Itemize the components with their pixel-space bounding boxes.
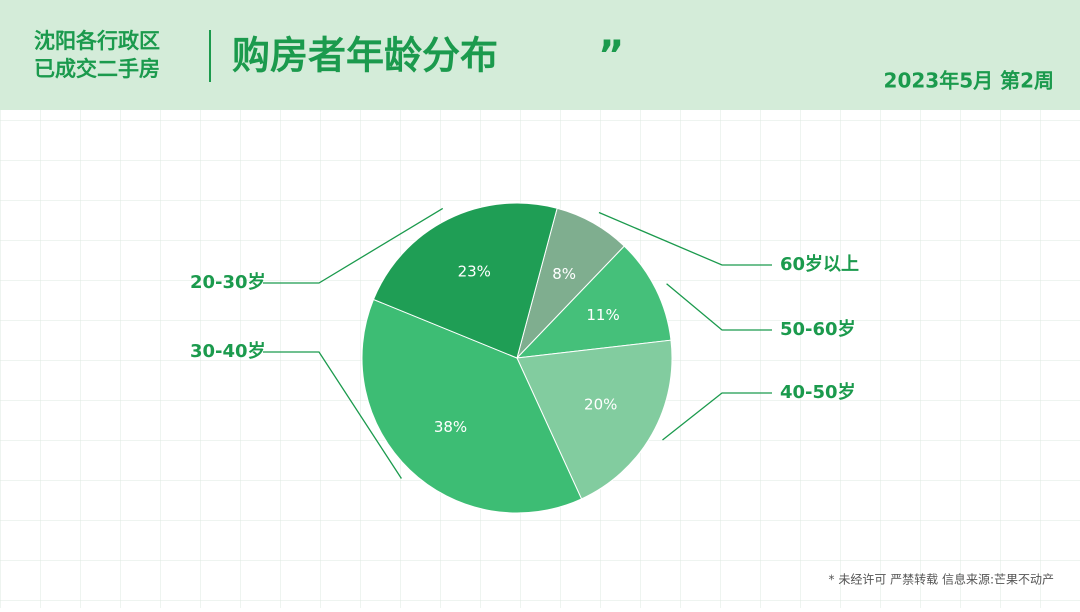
footer: * 未经许可 严禁转载 信息来源:芒果不动产 [829, 572, 1055, 587]
leader-line [662, 392, 772, 441]
value-label: 20% [584, 396, 617, 414]
pie-slice [516, 339, 673, 500]
pie-chart: 8% 60岁以上 11% 50-60岁 20% 40-50岁 38% 30-40岁 23% 20-… [190, 202, 859, 514]
title-mark: ” [598, 33, 624, 79]
period: 2023年5月 第2周 [884, 69, 1054, 93]
category-label: 20-30岁 [190, 271, 266, 293]
pie-slice [361, 298, 583, 514]
region-line: 沈阳各行政区 [34, 29, 160, 53]
value-label: 23% [458, 262, 491, 280]
pie-slice [515, 245, 672, 359]
category-label: 40-50岁 [780, 381, 856, 403]
leader-line [598, 211, 772, 266]
category-label: 60岁以上 [780, 253, 859, 275]
category-label: 30-40岁 [190, 340, 266, 362]
leader-line [263, 207, 444, 284]
region-line: 已成交二手房 [34, 57, 160, 81]
value-label: 8% [552, 265, 576, 283]
leader-line [666, 283, 772, 331]
category-label: 50-60岁 [780, 318, 856, 340]
title: 购房者年龄分布 [232, 34, 498, 78]
leader-line [263, 351, 402, 479]
header-band [0, 0, 1080, 110]
pie-slice [372, 202, 558, 359]
value-label: 38% [434, 418, 467, 436]
value-label: 11% [586, 306, 619, 324]
